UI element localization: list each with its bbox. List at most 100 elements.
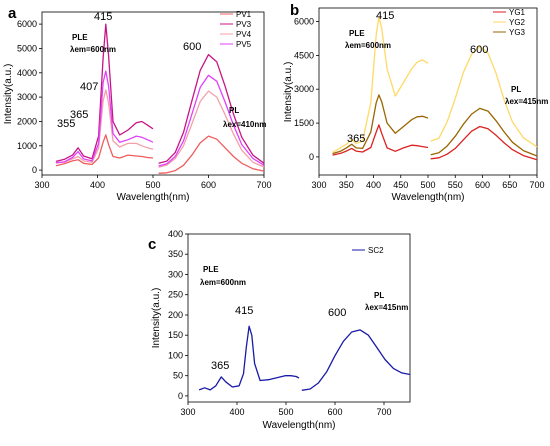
x-tick-label: 400: [229, 407, 244, 417]
pl-lambda-annotation: λex=415nm: [365, 303, 408, 312]
y-tick-label: 0: [178, 391, 183, 401]
y-tick-label: 3000: [294, 84, 314, 94]
series-line-yg2-ple: [332, 16, 429, 153]
panel-b: b 300 350 400 450 500 550 600 650 700: [283, 2, 548, 203]
y-tick-label: 350: [168, 249, 183, 259]
legend-label: PV4: [236, 30, 252, 39]
panel-b-legend: YG1 YG2 YG3: [493, 8, 526, 37]
legend-label: SC2: [368, 246, 384, 255]
series-line-yg3-ple: [332, 94, 429, 155]
pl-lambda-annotation: λex=415nm: [505, 97, 548, 106]
y-tick-label: 3000: [17, 92, 37, 102]
x-tick-label: 700: [256, 180, 271, 190]
x-tick-label: 700: [529, 180, 544, 190]
y-tick-label: 1000: [17, 141, 37, 151]
peak-label: 415: [376, 10, 394, 22]
y-tick-label: 6000: [294, 17, 314, 27]
ple-annotation: PLE: [72, 33, 88, 42]
peak-label: 365: [211, 360, 229, 372]
panel-a-series: [55, 23, 265, 174]
peak-label: 365: [347, 133, 365, 145]
panel-b-series: [332, 16, 538, 161]
y-tick-label: 5000: [17, 44, 37, 54]
y-axis-title: Intensity(a.u.): [151, 288, 162, 349]
panel-c: c 300 400 500 600 700 0 50 100: [148, 229, 411, 431]
y-tick-label: 4500: [294, 50, 314, 60]
series-line-yg1-ple: [332, 124, 429, 156]
y-tick-label: 250: [168, 290, 183, 300]
x-tick-label: 500: [145, 180, 160, 190]
panel-a-legend: PV1 PV3 PV4 PV5: [220, 10, 252, 49]
series-line-yg1-pl: [430, 125, 538, 161]
legend-label: PV3: [236, 20, 252, 29]
panel-c-series: [198, 325, 411, 391]
pl-annotation: PL: [229, 106, 239, 115]
x-tick-label: 600: [475, 180, 490, 190]
series-line-pv1-pl: [158, 135, 265, 174]
legend-label: YG2: [509, 18, 526, 27]
x-axis-title: Wavelength(nm): [392, 192, 465, 203]
x-axis-title: Wavelength(nm): [117, 192, 190, 203]
x-tick-label: 700: [376, 407, 391, 417]
x-tick-label: 550: [448, 180, 463, 190]
x-tick-label: 350: [339, 180, 354, 190]
y-axis-title: Intensity(a.u.): [283, 62, 294, 123]
series-line-yg2-pl: [430, 45, 538, 148]
peak-label: 415: [235, 305, 253, 317]
y-axis-title: Intensity(a.u.): [3, 64, 14, 125]
pl-lambda-annotation: λex=410nm: [223, 120, 266, 129]
panel-c-yticks: 0 50 100 150 200 250 300 350 400: [168, 229, 188, 401]
panel-a-label: a: [8, 5, 17, 22]
series-line-pv3-ple: [55, 23, 154, 163]
panel-a-xticks: 300 400 500 600 700: [34, 175, 272, 190]
peak-label: 365: [70, 109, 88, 121]
series-line-yg3-pl: [430, 107, 538, 157]
panel-c-frame: [187, 233, 411, 403]
legend-label: YG3: [509, 28, 526, 37]
y-tick-label: 6000: [17, 19, 37, 29]
x-tick-label: 650: [502, 180, 517, 190]
legend-label: YG1: [509, 8, 526, 17]
panel-b-label: b: [290, 2, 299, 19]
ple-lambda-annotation: λem=600nm: [345, 41, 391, 50]
series-line-pv1-ple: [55, 134, 154, 167]
pl-annotation: PL: [374, 291, 384, 300]
x-tick-label: 500: [278, 407, 293, 417]
y-tick-label: 2000: [17, 116, 37, 126]
panel-b-xticks: 300 350 400 450 500 550 600 650 700: [311, 175, 545, 190]
x-tick-label: 300: [180, 407, 195, 417]
x-tick-label: 300: [311, 180, 326, 190]
y-tick-label: 0: [309, 152, 314, 162]
series-line-sc2-pl: [301, 329, 411, 391]
y-tick-label: 4000: [17, 68, 37, 78]
peak-label: 600: [470, 44, 488, 56]
x-tick-label: 600: [327, 407, 342, 417]
ple-annotation: PLE: [349, 29, 365, 38]
y-tick-label: 100: [168, 350, 183, 360]
ple-lambda-annotation: λem=600nm: [200, 278, 246, 287]
panel-c-label: c: [148, 236, 156, 253]
panel-b-yticks: 0 1500 3000 4500 6000: [294, 17, 319, 162]
y-tick-label: 50: [173, 371, 183, 381]
peak-label: 355: [57, 118, 75, 130]
series-line-pv5-pl: [158, 74, 265, 167]
y-tick-label: 400: [168, 229, 183, 239]
y-tick-label: 300: [168, 270, 183, 280]
y-tick-label: 150: [168, 330, 183, 340]
peak-label: 407: [80, 81, 98, 93]
x-axis-title: Wavelength(nm): [263, 420, 336, 431]
x-tick-label: 300: [34, 180, 49, 190]
ple-lambda-annotation: λem=600nm: [70, 45, 116, 54]
x-tick-label: 500: [420, 180, 435, 190]
panel-c-xticks: 300 400 500 600 700: [180, 402, 392, 417]
x-tick-label: 450: [393, 180, 408, 190]
series-line-pv4-pl: [158, 90, 265, 168]
panel-c-legend: SC2: [352, 246, 384, 255]
peak-label: 415: [94, 11, 112, 23]
panel-a-yticks: 0 1000 2000 3000 4000 5000 6000: [17, 19, 42, 175]
legend-label: PV1: [236, 10, 252, 19]
y-tick-label: 1500: [294, 118, 314, 128]
x-tick-label: 400: [90, 180, 105, 190]
ple-annotation: PLE: [203, 265, 219, 274]
x-tick-label: 600: [201, 180, 216, 190]
